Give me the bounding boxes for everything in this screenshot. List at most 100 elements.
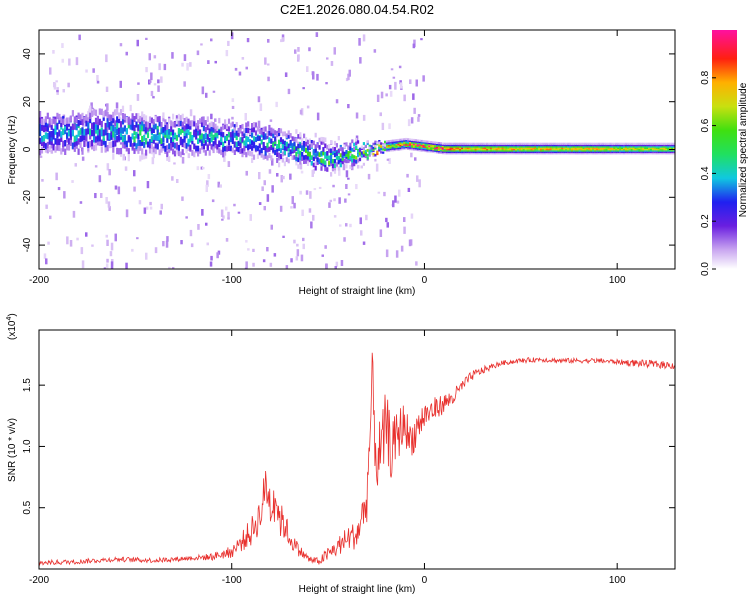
spectrogram-cell xyxy=(330,152,333,157)
spectrogram-cell xyxy=(663,149,666,152)
spectrogram-cell xyxy=(297,164,300,169)
spectrogram-cell xyxy=(197,129,200,136)
spectrogram-cell xyxy=(208,122,211,129)
spectrogram-cell xyxy=(175,143,178,150)
spectrogram-cell xyxy=(599,144,602,147)
spectrogram-cell xyxy=(472,150,475,154)
spectrogram-cell xyxy=(576,150,579,154)
spectrogram-cell xyxy=(131,119,134,126)
spectrogram-cell xyxy=(320,150,323,156)
spectrogram-cell xyxy=(626,150,629,154)
spectrogram-cell xyxy=(455,148,458,151)
spectrogram-cell xyxy=(145,121,148,128)
spectrogram-cell xyxy=(414,140,417,143)
spectrogram-cell xyxy=(528,146,531,149)
spectrogram-cell xyxy=(495,152,498,155)
spectrogram-cell xyxy=(667,152,670,155)
spectrogram-cell xyxy=(659,149,662,152)
spectrogram-cell xyxy=(615,150,618,154)
spectrogram-cell xyxy=(505,145,508,148)
spectrogram-cell xyxy=(497,150,500,154)
spectrogram-cell xyxy=(459,149,462,152)
noise-speckle xyxy=(149,80,152,83)
noise-speckle xyxy=(125,262,128,269)
spectrogram-cell xyxy=(607,148,610,151)
spectrogram-cell xyxy=(58,144,61,152)
spectrogram-cell xyxy=(420,141,423,144)
spectrogram-cell xyxy=(64,127,67,135)
noise-speckle xyxy=(143,121,146,126)
spectrogram-cell xyxy=(611,142,614,145)
spectrogram-cell xyxy=(112,131,115,138)
spectrogram-cell xyxy=(204,140,207,146)
spectrogram-cell xyxy=(565,150,568,154)
spectrogram-cell xyxy=(424,140,427,143)
spectrogram-cell xyxy=(426,144,429,147)
spectrogram-cell xyxy=(482,150,485,154)
spectrogram-cell xyxy=(528,142,531,145)
spectrogram-cell xyxy=(651,152,655,155)
spectrogram-cell xyxy=(179,139,182,146)
spectrogram-cell xyxy=(48,121,51,128)
spectrogram-cell xyxy=(474,152,477,155)
spectrogram-cell xyxy=(507,148,510,151)
spectrogram-cell xyxy=(536,144,539,147)
spectrogram-cell xyxy=(517,149,520,152)
spectrogram-cell xyxy=(380,146,383,150)
noise-speckle xyxy=(258,172,261,180)
spectrogram-cell xyxy=(40,118,44,125)
spectrogram-cell xyxy=(258,143,261,149)
spectrogram-cell xyxy=(501,148,504,151)
spectrogram-cell xyxy=(441,150,444,153)
spectrogram-cell xyxy=(380,142,383,145)
spectrogram-cell xyxy=(426,150,429,153)
spectrogram-cell xyxy=(453,150,456,154)
noise-speckle xyxy=(355,184,358,190)
spectrogram-cell xyxy=(563,149,566,152)
spectrogram-cell xyxy=(484,146,487,149)
spectrogram-cell xyxy=(507,150,510,154)
noise-speckle xyxy=(94,165,98,168)
spectrogram-cell xyxy=(549,150,552,154)
spectrogram-cell xyxy=(590,146,593,149)
spectrogram-cell xyxy=(490,150,493,154)
spectrogram-cell xyxy=(341,160,344,165)
spectrogram-cell xyxy=(135,113,138,120)
spectrogram-cell xyxy=(651,142,655,145)
spectrogram-cell xyxy=(569,144,572,147)
spectrogram-cell xyxy=(476,144,479,147)
spectrogram-cell xyxy=(341,150,344,156)
spectrogram-cell xyxy=(208,131,211,137)
spectrogram-cell xyxy=(268,152,271,159)
spectrogram-cell xyxy=(69,131,72,138)
spectrogram-cell xyxy=(330,155,333,160)
spectrogram-cell xyxy=(293,155,296,160)
spectrogram-cell xyxy=(297,143,300,149)
spectrogram-cell xyxy=(77,138,80,145)
spectrogram-cell xyxy=(225,135,229,141)
spectrogram-cell xyxy=(185,147,188,154)
spectrogram-cell xyxy=(470,148,473,151)
spectrogram-cell xyxy=(578,150,581,154)
spectrogram-cell xyxy=(569,150,572,154)
spectrogram-cell xyxy=(490,144,493,147)
noise-speckle xyxy=(381,122,385,130)
spectrogram-cell xyxy=(655,150,658,154)
spectrogram-cell xyxy=(642,144,645,147)
spectrogram-cell xyxy=(414,143,417,146)
spectrogram-cell xyxy=(281,139,284,145)
spectrogram-cell xyxy=(626,152,629,155)
noise-speckle xyxy=(335,99,339,104)
spectrogram-cell xyxy=(112,153,115,160)
spectrogram-cell xyxy=(461,145,464,148)
spectrogram-cell xyxy=(322,137,325,142)
spectrogram-cell xyxy=(287,158,290,164)
spectrogram-cell xyxy=(204,126,207,133)
spectrogram-cell xyxy=(227,145,231,152)
spectrogram-cell xyxy=(227,132,231,138)
spectrogram-cell xyxy=(262,134,265,140)
spectrogram-cell xyxy=(77,112,80,119)
noise-speckle xyxy=(81,156,85,161)
spectrogram-cell xyxy=(133,125,136,132)
spectrogram-cell xyxy=(424,147,427,150)
